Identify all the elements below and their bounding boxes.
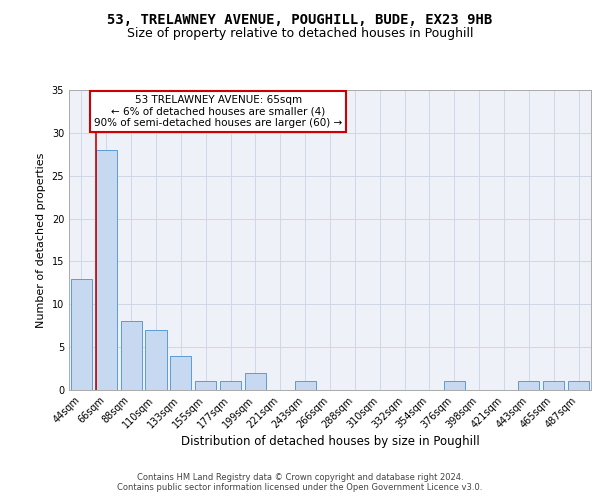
Bar xyxy=(444,382,465,390)
Bar xyxy=(220,382,241,390)
Y-axis label: Number of detached properties: Number of detached properties xyxy=(36,152,46,328)
X-axis label: Distribution of detached houses by size in Poughill: Distribution of detached houses by size … xyxy=(181,436,479,448)
Bar xyxy=(518,382,539,390)
Text: Contains HM Land Registry data © Crown copyright and database right 2024.
Contai: Contains HM Land Registry data © Crown c… xyxy=(118,473,482,492)
Bar xyxy=(121,322,142,390)
Bar xyxy=(170,356,191,390)
Bar xyxy=(568,382,589,390)
Bar xyxy=(96,150,117,390)
Bar xyxy=(295,382,316,390)
Bar xyxy=(145,330,167,390)
Text: 53 TRELAWNEY AVENUE: 65sqm
← 6% of detached houses are smaller (4)
90% of semi-d: 53 TRELAWNEY AVENUE: 65sqm ← 6% of detac… xyxy=(94,95,342,128)
Text: Size of property relative to detached houses in Poughill: Size of property relative to detached ho… xyxy=(127,28,473,40)
Text: 53, TRELAWNEY AVENUE, POUGHILL, BUDE, EX23 9HB: 53, TRELAWNEY AVENUE, POUGHILL, BUDE, EX… xyxy=(107,12,493,26)
Bar xyxy=(195,382,216,390)
Bar xyxy=(245,373,266,390)
Bar xyxy=(71,278,92,390)
Bar xyxy=(543,382,564,390)
